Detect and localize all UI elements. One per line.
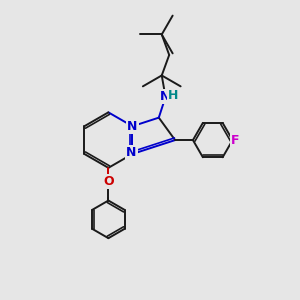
Text: F: F (231, 134, 240, 147)
Text: O: O (103, 175, 114, 188)
Text: N: N (126, 146, 136, 160)
Text: N: N (127, 120, 138, 133)
Text: H: H (168, 89, 178, 102)
Text: N: N (160, 90, 171, 104)
